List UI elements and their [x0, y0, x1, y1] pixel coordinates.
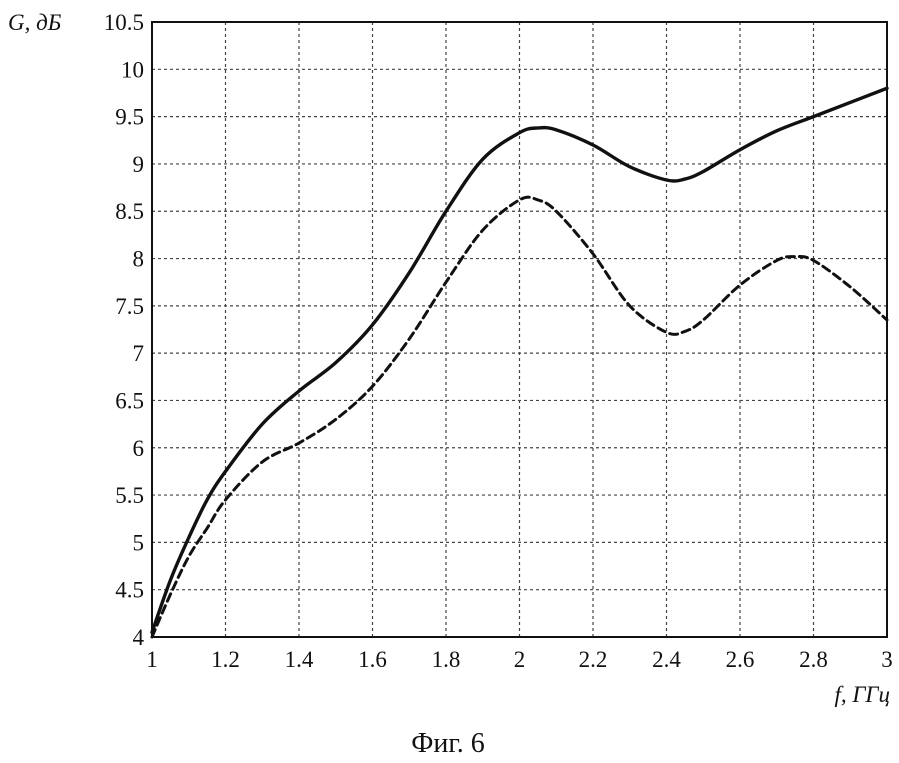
x-tick-label: 2.4	[652, 647, 681, 672]
x-tick-label: 2.2	[579, 647, 608, 672]
x-tick-label: 1	[146, 647, 158, 672]
y-tick-label: 8	[133, 247, 145, 272]
y-tick-label: 7.5	[115, 294, 144, 319]
y-tick-label: 7	[133, 341, 145, 366]
x-tick-label: 1.4	[285, 647, 314, 672]
y-tick-label: 4.5	[115, 578, 144, 603]
y-tick-label: 10.5	[104, 10, 144, 35]
y-axis-label: G, дБ	[8, 10, 62, 35]
y-tick-label: 5	[133, 530, 145, 555]
y-tick-label: 8.5	[115, 199, 144, 224]
y-tick-labels: 4 4.5 5 5.5 6 6.5 7 7.5 8 8.5 9 9.5 10 10.5	[104, 10, 145, 650]
x-tick-label: 1.8	[432, 647, 461, 672]
x-axis-label: f, ГГц	[834, 682, 890, 707]
y-tick-label: 10	[121, 57, 144, 82]
x-tick-label: 2.8	[799, 647, 828, 672]
x-tick-label: 3	[881, 647, 893, 672]
y-tick-label: 4	[133, 625, 145, 650]
y-tick-label: 9	[133, 152, 145, 177]
x-tick-label: 2	[514, 647, 526, 672]
x-tick-labels: 1 1.2 1.4 1.6 1.8 2 2.2 2.4 2.6 2.8 3	[146, 647, 893, 672]
y-tick-label: 6.5	[115, 388, 144, 413]
x-tick-label: 2.6	[726, 647, 755, 672]
y-tick-label: 5.5	[115, 483, 144, 508]
y-tick-label: 9.5	[115, 105, 144, 130]
grid	[152, 22, 887, 637]
series-group	[152, 88, 887, 637]
x-tick-label: 1.2	[211, 647, 240, 672]
x-tick-label: 1.6	[358, 647, 387, 672]
y-tick-label: 6	[133, 436, 145, 461]
figure-caption: Фиг. 6	[411, 728, 484, 759]
